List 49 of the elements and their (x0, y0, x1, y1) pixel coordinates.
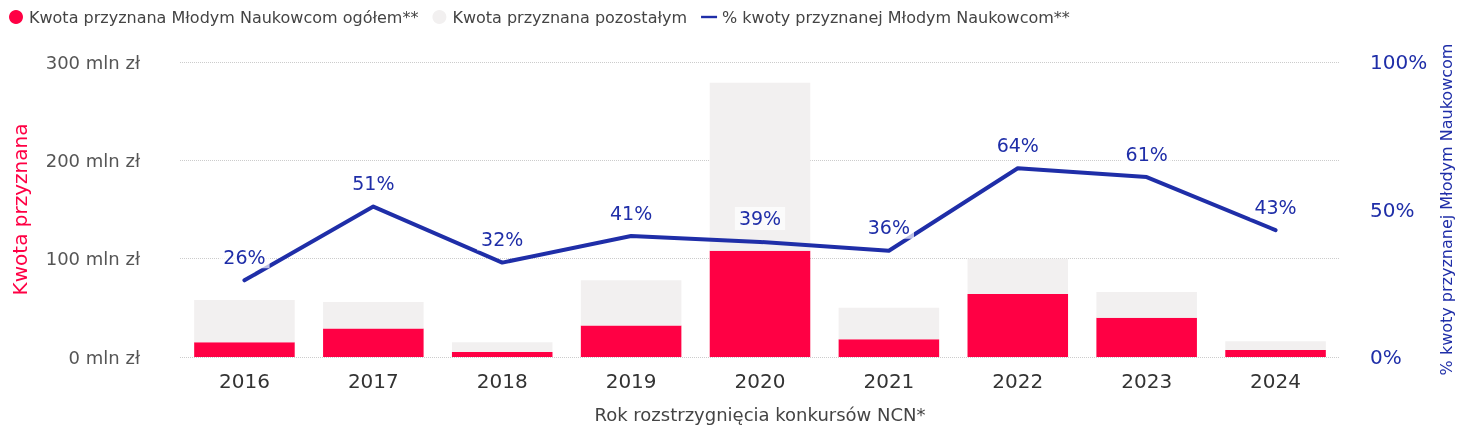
bar (451, 352, 553, 357)
data-label: 39% (738, 207, 782, 230)
bar (1096, 292, 1197, 318)
y-tick-label: 300 mln zł (45, 51, 141, 73)
y2-tick-label: 50% (1370, 197, 1415, 222)
data-label: 64% (996, 133, 1039, 156)
bar (580, 325, 682, 357)
data-label: 61% (1125, 142, 1168, 165)
x-tick-label: 2019 (605, 369, 657, 393)
y2-tick-label: 0% (1370, 345, 1402, 369)
y-tick-label: 0 mln zł (68, 346, 141, 368)
x-tick-label: 2021 (863, 369, 915, 393)
data-label: 36% (867, 216, 911, 239)
x-tick-label: 2022 (992, 369, 1044, 393)
x-tick-label: 2017 (347, 369, 399, 393)
y2-tick-label: 100% (1370, 50, 1428, 74)
data-label: 41% (609, 201, 653, 224)
bar (194, 299, 295, 343)
y-tick-label: 100 mln zł (45, 248, 141, 270)
bar (1225, 341, 1326, 351)
data-label: 32% (481, 228, 524, 251)
bar (709, 82, 811, 251)
legend-label: Kwota przyznana Młodym Naukowcom ogółem** (29, 7, 419, 27)
bar (323, 301, 424, 329)
data-label: 43% (1254, 195, 1297, 218)
bar (709, 250, 811, 357)
y2-axis-title: % kwoty przyznanej Młodym Naukowcom (1436, 43, 1456, 376)
x-tick-label: 2020 (734, 369, 786, 393)
legend-label: % kwoty przyznanej Młodym Naukowcom** (722, 7, 1070, 27)
bar (451, 342, 553, 353)
data-label: 26% (223, 245, 266, 268)
bar (323, 328, 424, 357)
bar (967, 294, 1069, 357)
bar (194, 342, 295, 357)
bar (838, 339, 940, 357)
bar (1096, 317, 1197, 357)
x-tick-label: 2016 (218, 369, 270, 393)
bar (580, 280, 682, 326)
x-axis-title: Rok rozstrzygnięcia konkursów NCN* (594, 403, 926, 425)
bar (1225, 350, 1326, 357)
legend-label: Kwota przyznana pozostałym (452, 7, 688, 27)
x-tick-label: 2024 (1250, 369, 1302, 393)
bar (967, 258, 1069, 295)
x-tick-label: 2018 (476, 369, 528, 393)
x-tick-label: 2023 (1121, 369, 1173, 393)
y-axis-title: Kwota przyznana (8, 123, 32, 296)
y-tick-label: 200 mln zł (45, 149, 141, 171)
bar (838, 307, 940, 340)
data-label: 51% (352, 172, 395, 195)
